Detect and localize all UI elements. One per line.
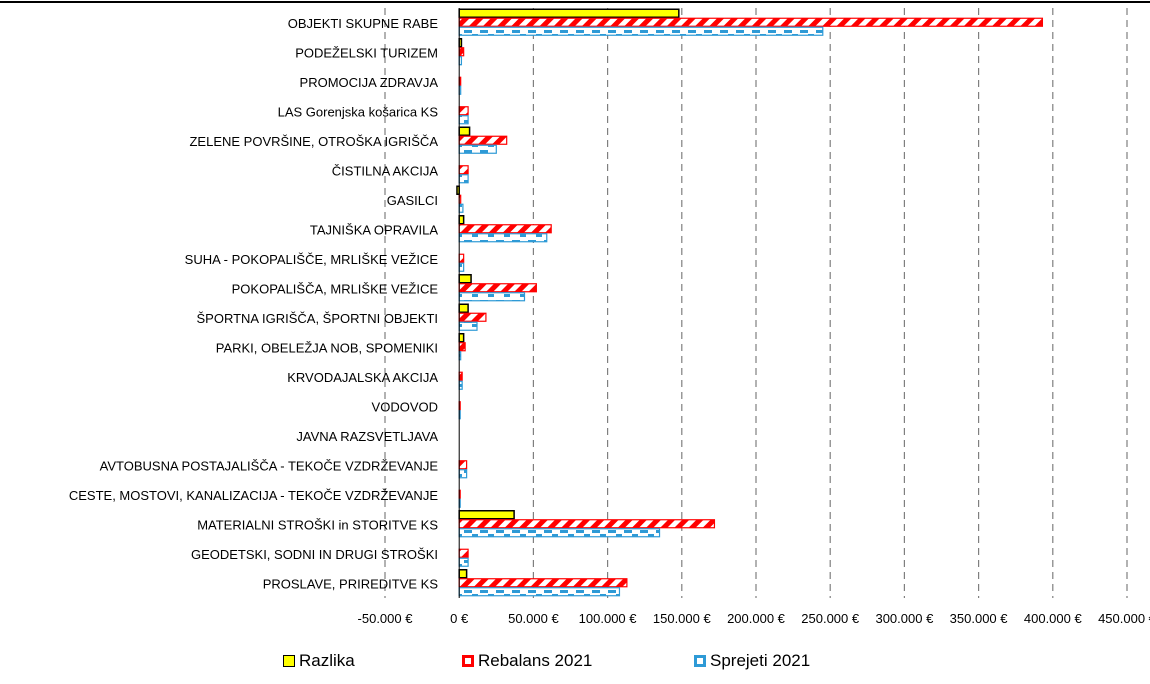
category-label: PARKI, OBELEŽJA NOB, SPOMENIKI	[216, 340, 438, 355]
legend-swatch-razlika	[283, 655, 295, 667]
category-labels: OBJEKTI SKUPNE RABE PODEŽELSKI TURIZEM PRO…	[69, 16, 438, 592]
bar-razlika	[458, 126, 471, 136]
x-tick-label: 50.000 €	[508, 611, 559, 626]
bar-razlika	[458, 215, 465, 225]
bar-sprejeti-2021	[458, 262, 465, 272]
x-tick-labels: -50.000 € 0 € 50.000 € 100.000 € 150.000 € 20…	[358, 611, 1150, 626]
bar-rebalans-2021	[458, 253, 465, 263]
bar-razlika	[458, 569, 468, 579]
category-label: PROMOCIJA ZDRAVJA	[300, 75, 439, 90]
category-label: VODOVOD	[372, 399, 438, 414]
bars	[456, 8, 1044, 598]
bar-rebalans-2021	[458, 224, 552, 234]
legend-label-sprejeti-2021: Sprejeti 2021	[710, 651, 811, 670]
category-label: MATERIALNI STROŠKI in STORITVE KS	[197, 517, 438, 532]
bar-sprejeti-2021	[458, 26, 824, 36]
bar-razlika	[458, 8, 680, 18]
bar-rebalans-2021	[458, 17, 1044, 27]
category-label: GEODETSKI, SODNI IN DRUGI STROŠKI	[191, 547, 438, 562]
category-label: KRVODAJALSKA AKCIJA	[287, 370, 438, 385]
gridlines	[384, 8, 1128, 598]
category-label: PODEŽELSKI TURIZEM	[295, 45, 438, 60]
bar-rebalans-2021	[458, 548, 469, 558]
x-tick-label: 250.000 €	[801, 611, 860, 626]
category-label: GASILCI	[387, 193, 438, 208]
bar-sprejeti-2021	[458, 144, 497, 154]
category-label: LAS Gorenjska košarica KS	[278, 104, 439, 119]
legend-label-razlika: Razlika	[299, 651, 355, 670]
x-tick-label: -50.000 €	[358, 611, 414, 626]
category-label: OBJEKTI SKUPNE RABE	[288, 16, 439, 31]
category-label: SUHA - POKOPALIŠČE, MRLIŠKE VEŽICE	[185, 252, 439, 267]
x-tick-label: 350.000 €	[950, 611, 1009, 626]
x-tick-label: 200.000 €	[727, 611, 786, 626]
bar-sprejeti-2021	[458, 321, 478, 331]
bar-razlika	[458, 303, 469, 313]
x-tick-label: 0 €	[450, 611, 469, 626]
bar-rebalans-2021	[458, 519, 716, 529]
legend-item-sprejeti-2021: Sprejeti 2021	[694, 646, 810, 676]
category-label: TAJNIŠKA OPRAVILA	[310, 222, 438, 237]
bar-sprejeti-2021	[458, 233, 548, 243]
category-label: ZELENE POVRŠINE, OTROŠKA IGRIŠČA	[189, 134, 438, 149]
bar-rebalans-2021	[458, 578, 628, 588]
bar-rebalans-2021	[458, 342, 466, 352]
bar-rebalans-2021	[458, 312, 487, 322]
legend-swatch-sprejeti-2021	[694, 655, 706, 667]
legend-item-razlika: Razlika	[283, 646, 355, 676]
x-tick-label: 100.000 €	[579, 611, 638, 626]
legend-label-rebalans-2021: Rebalans 2021	[478, 651, 593, 670]
category-label: POKOPALIŠČA, MRLIŠKE VEŽICE	[232, 281, 439, 296]
x-tick-label: 150.000 €	[653, 611, 712, 626]
bar-sprejeti-2021	[458, 115, 469, 125]
bar-sprejeti-2021	[458, 587, 621, 597]
bar-razlika	[458, 274, 472, 284]
bar-chart: OBJEKTI SKUPNE RABE PODEŽELSKI TURIZEM PRO…	[0, 1, 1150, 626]
bar-rebalans-2021	[458, 283, 537, 293]
bar-sprejeti-2021	[458, 528, 661, 538]
legend-swatch-rebalans-2021	[462, 655, 474, 667]
x-tick-label: 300.000 €	[875, 611, 934, 626]
x-tick-label: 400.000 €	[1024, 611, 1083, 626]
legend-item-rebalans-2021: Rebalans 2021	[462, 646, 592, 676]
bar-sprejeti-2021	[458, 469, 468, 479]
category-label: ČISTILNA AKCIJA	[332, 163, 439, 178]
bar-razlika	[458, 510, 515, 520]
bar-sprejeti-2021	[458, 557, 469, 567]
bar-sprejeti-2021	[458, 174, 469, 184]
bar-razlika	[458, 333, 465, 343]
bar-rebalans-2021	[458, 106, 469, 116]
legend: Razlika Rebalans 2021 Sprejeti 2021	[0, 646, 1150, 676]
bar-sprejeti-2021	[458, 203, 464, 213]
bar-rebalans-2021	[458, 165, 469, 175]
category-label: CESTE, MOSTOVI, KANALIZACIJA - TEKOČE VZ…	[69, 488, 438, 503]
bar-rebalans-2021	[458, 460, 468, 470]
x-tick-label: 450.000 €	[1098, 611, 1150, 626]
bar-rebalans-2021	[458, 47, 465, 57]
category-label: AVTOBUSNA POSTAJALIŠČA - TEKOČE VZDRŽEVA…	[100, 458, 439, 473]
bar-rebalans-2021	[458, 135, 508, 145]
category-label: JAVNA RAZSVETLJAVA	[296, 429, 438, 444]
category-label: PROSLAVE, PRIREDITVE KS	[263, 576, 439, 591]
category-label: ŠPORTNA IGRIŠČA, ŠPORTNI OBJEKTI	[196, 311, 438, 326]
bar-sprejeti-2021	[458, 292, 526, 302]
